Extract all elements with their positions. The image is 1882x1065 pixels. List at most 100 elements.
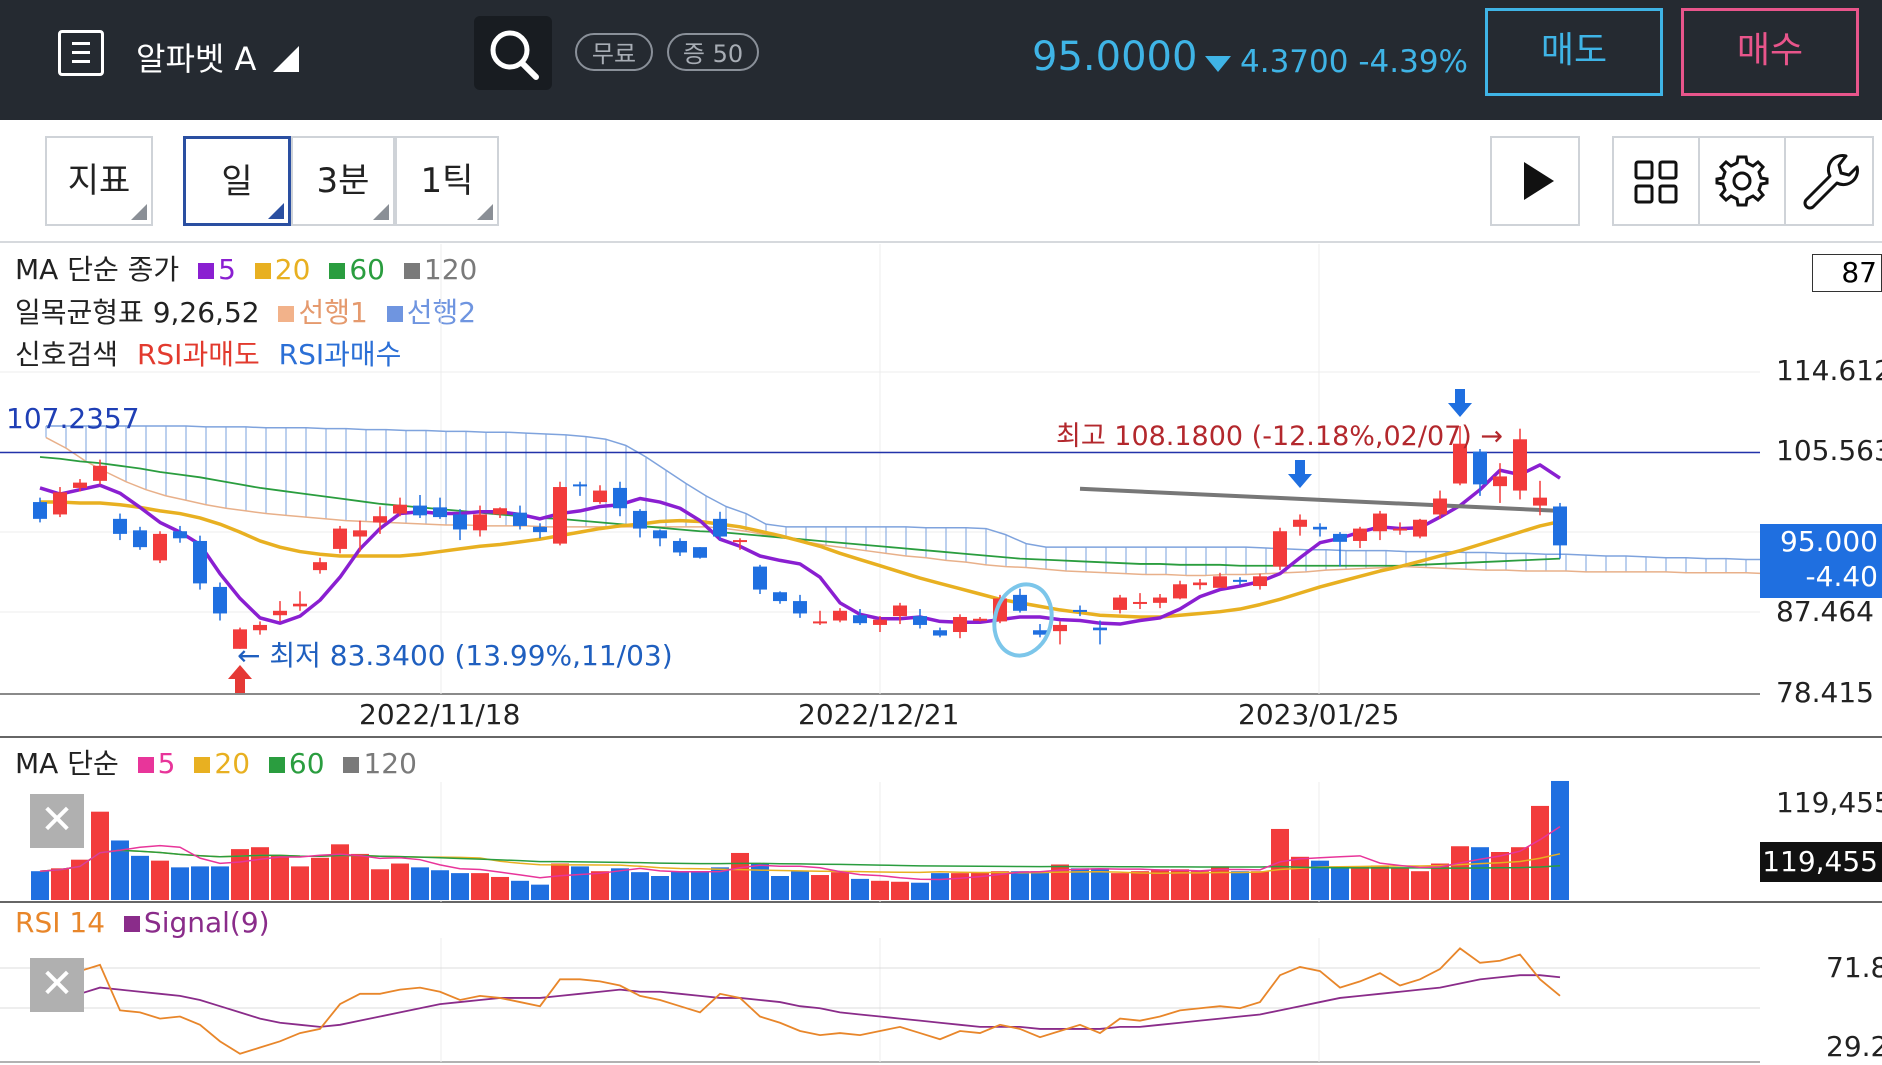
candle-body: [1553, 506, 1567, 545]
price-label-4: 78.415: [1776, 676, 1874, 709]
rsi-line: [40, 948, 1560, 1053]
candle-body: [713, 519, 727, 537]
volume-bar: [191, 866, 209, 900]
candle-body: [1173, 584, 1187, 598]
rsi-title: RSI 14: [15, 906, 105, 939]
signal-label: Signal(9): [144, 906, 270, 939]
volume-bar: [491, 877, 509, 900]
vol-ma5-swatch: [138, 757, 154, 773]
volume-bar: [811, 875, 829, 900]
candle-body: [733, 540, 747, 542]
candle-body: [1473, 452, 1487, 485]
candle-body: [913, 616, 927, 625]
candle-body: [573, 484, 587, 486]
candle-body: [73, 483, 87, 488]
vol-ma120-label: 120: [363, 747, 416, 780]
current-price-change: -4.40: [1760, 559, 1878, 594]
volume-bar: [1031, 871, 1049, 900]
price-label-2: 105.563: [1776, 434, 1882, 467]
candle-body: [1193, 583, 1207, 586]
candle-body: [613, 488, 627, 508]
candle-body: [553, 487, 567, 544]
volume-bar: [371, 869, 389, 900]
volume-title: MA 단순: [15, 747, 119, 780]
current-price-value: 95.000: [1760, 524, 1878, 559]
candle-body: [953, 617, 967, 632]
candle-body: [93, 466, 107, 481]
candle-body: [173, 531, 187, 538]
high-annotation: 최고 108.1800 (-12.18%,02/07) →: [1056, 414, 1503, 453]
candle-body: [193, 541, 207, 583]
rsi-label-low: 29.2: [1826, 1030, 1882, 1063]
volume-bar: [1011, 871, 1029, 900]
candle-body: [1533, 498, 1547, 506]
candle-body: [333, 529, 347, 549]
volume-bar: [1391, 868, 1409, 900]
candle-body: [1113, 598, 1127, 610]
volume-bar: [1351, 866, 1369, 900]
volume-bar: [691, 871, 709, 900]
volume-bar: [591, 871, 609, 900]
candle-body: [373, 516, 387, 522]
vol-ma20-label: 20: [214, 747, 250, 780]
vol-ma120-swatch: [343, 757, 359, 773]
candle-body: [273, 611, 287, 615]
candle-body: [33, 502, 47, 519]
volume-bar: [1211, 866, 1229, 900]
volume-close-icon[interactable]: ✕: [30, 794, 84, 848]
volume-bar: [1131, 871, 1149, 900]
candle-body: [753, 567, 767, 590]
volume-bar: [1251, 871, 1269, 900]
trendline: [1080, 489, 1560, 511]
price-axis-top-box: 87: [1812, 254, 1882, 292]
volume-bar: [211, 866, 229, 900]
candle-body: [1133, 602, 1147, 604]
candle-body: [353, 530, 367, 536]
volume-bar: [831, 872, 849, 900]
candle-body: [873, 620, 887, 625]
candle-body: [313, 562, 327, 570]
candle-body: [853, 615, 867, 623]
candle-body: [673, 541, 687, 552]
volume-bar: [611, 868, 629, 900]
volume-bar: [1291, 857, 1309, 900]
candle-body: [893, 605, 907, 616]
candle-body: [1333, 534, 1347, 542]
candle-body: [793, 601, 807, 613]
candle-body: [1293, 520, 1307, 527]
date-label-2: 2022/12/21: [798, 698, 959, 731]
volume-bar: [171, 867, 189, 900]
volume-bar: [531, 885, 549, 900]
price-label-3: 87.464: [1776, 595, 1874, 628]
volume-bar: [1451, 846, 1469, 900]
candle-body: [133, 530, 147, 547]
signal-swatch: [124, 916, 140, 932]
rsi-close-icon[interactable]: ✕: [30, 958, 84, 1012]
candle-body: [833, 611, 847, 621]
candle-body: [1093, 628, 1107, 631]
volume-bar: [1331, 866, 1349, 900]
volume-bar: [671, 871, 689, 900]
volume-bar: [871, 881, 889, 900]
vol-ma5-label: 5: [158, 747, 176, 780]
candle-body: [593, 491, 607, 502]
volume-bar: [411, 867, 429, 900]
volume-bar: [51, 868, 69, 900]
candle-body: [413, 506, 427, 516]
volume-bar: [891, 882, 909, 900]
volume-bar: [1371, 865, 1389, 900]
volume-bar: [331, 844, 349, 900]
volume-bar: [1431, 864, 1449, 900]
candle-body: [693, 547, 707, 558]
candle-body: [433, 507, 447, 517]
low-annotation: ← 최저 83.3400 (13.99%,11/03): [237, 634, 673, 674]
candle-body: [1513, 439, 1527, 490]
volume-bar: [291, 866, 309, 900]
volume-bar: [771, 876, 789, 900]
date-label-3: 2023/01/25: [1238, 698, 1399, 731]
volume-bar: [1511, 847, 1529, 900]
volume-bar: [731, 853, 749, 900]
volume-bar: [1551, 781, 1569, 900]
volume-bar: [351, 854, 369, 900]
